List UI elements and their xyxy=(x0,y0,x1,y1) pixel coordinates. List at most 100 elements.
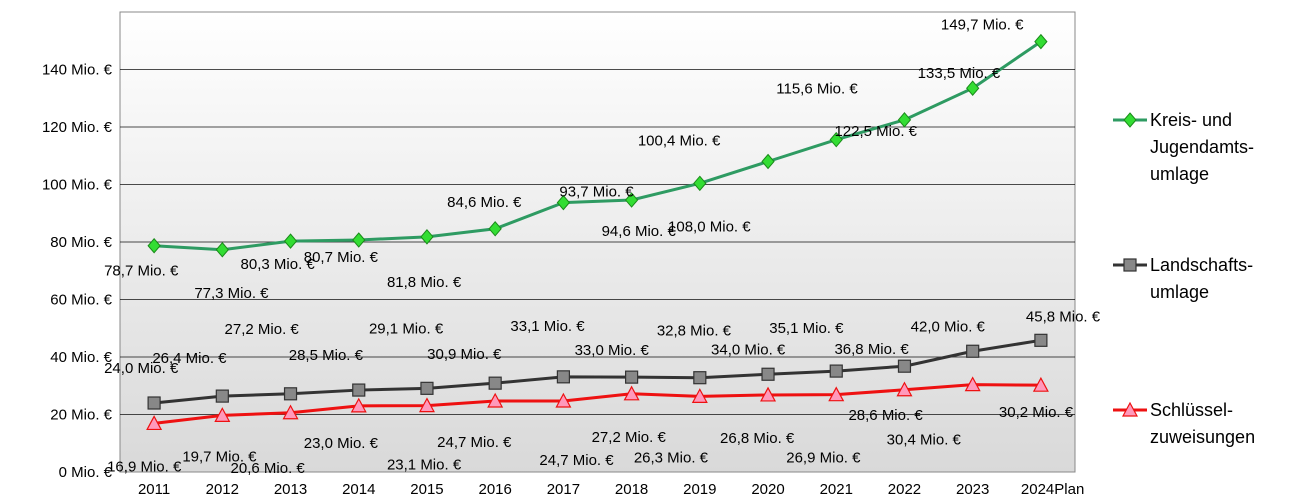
legend-marker xyxy=(1123,112,1137,128)
data-label: 24,0 Mio. € xyxy=(104,360,179,377)
legend-marker xyxy=(1123,258,1137,272)
data-label: 24,7 Mio. € xyxy=(539,452,614,469)
data-label: 26,9 Mio. € xyxy=(786,450,861,467)
y-tick-label: 140 Mio. € xyxy=(42,62,113,79)
series-3 xyxy=(146,376,1049,431)
y-tick-label: 80 Mio. € xyxy=(50,234,112,251)
legend-label: zuweisungen xyxy=(1150,427,1255,447)
data-point xyxy=(623,385,640,401)
legend-label: Jugendamts- xyxy=(1150,137,1254,157)
data-point xyxy=(282,404,299,420)
legend-item-2: Landschafts-umlage xyxy=(1113,255,1253,302)
series-1 xyxy=(147,33,1048,258)
x-tick-label: 2013 xyxy=(274,481,307,498)
data-point xyxy=(420,229,434,245)
data-point xyxy=(828,386,845,402)
x-tick-label: 2011 xyxy=(138,481,170,498)
data-point xyxy=(555,392,572,408)
data-label: 20,6 Mio. € xyxy=(231,460,306,477)
data-point xyxy=(214,407,231,422)
x-tick-label: 2020 xyxy=(751,481,784,498)
data-label: 29,1 Mio. € xyxy=(369,320,444,337)
data-point xyxy=(1032,376,1049,392)
data-point xyxy=(829,131,843,148)
data-point xyxy=(761,367,775,381)
data-label: 30,9 Mio. € xyxy=(427,346,502,363)
data-point xyxy=(350,397,367,413)
data-point xyxy=(693,371,707,385)
legend-label: Landschafts- xyxy=(1150,255,1253,275)
data-point xyxy=(897,359,912,373)
legend-label: umlage xyxy=(1150,164,1209,184)
data-point xyxy=(283,233,298,249)
x-axis: 2011 2012 2013 2014 2015 2016 2017 2018 2019 2020… xyxy=(138,481,1084,498)
data-label: 81,8 Mio. € xyxy=(387,274,462,291)
data-labels: 78,7 Mio. € 77,3 Mio. € 80,3 Mio. €80,7 Mi… xyxy=(104,17,1101,477)
data-label: 26,4 Mio. € xyxy=(152,350,227,367)
legend-marker xyxy=(1121,401,1139,417)
series-2 xyxy=(147,333,1048,410)
data-point xyxy=(215,241,229,258)
data-point xyxy=(420,381,434,395)
data-label: 26,3 Mio. € xyxy=(634,449,709,466)
data-point xyxy=(1034,33,1048,50)
data-label: 24,7 Mio. € xyxy=(437,434,512,451)
legend-label: Kreis- und xyxy=(1150,110,1232,130)
data-label: 33,1 Mio. € xyxy=(510,318,585,335)
data-label: 94,6 Mio. € xyxy=(602,223,677,240)
x-tick-label: 2014 xyxy=(342,481,375,498)
series-line xyxy=(154,40,1042,252)
data-label: 28,5 Mio. € xyxy=(289,347,364,364)
data-point xyxy=(488,221,502,237)
data-label: 23,0 Mio. € xyxy=(304,435,379,452)
x-tick-label: 2018 xyxy=(615,481,648,498)
x-tick-label: 2022 xyxy=(888,481,921,498)
data-point xyxy=(964,376,981,392)
x-tick-label: 2019 xyxy=(683,481,716,498)
data-point xyxy=(352,232,366,248)
x-tick-label: 2023 xyxy=(956,481,989,498)
series-line xyxy=(153,383,1041,425)
x-tick-label: 2015 xyxy=(410,481,443,498)
data-point xyxy=(896,381,913,397)
data-label: 34,0 Mio. € xyxy=(711,341,786,358)
data-point xyxy=(693,175,707,192)
data-label: 93,7 Mio. € xyxy=(559,184,634,201)
data-point xyxy=(760,386,777,402)
data-label: 80,7 Mio. € xyxy=(304,249,379,266)
data-label: 33,0 Mio. € xyxy=(575,342,650,359)
legend-label: Schlüssel- xyxy=(1150,400,1233,420)
data-point xyxy=(147,237,161,254)
data-label: 23,1 Mio. € xyxy=(387,457,462,474)
data-point xyxy=(352,383,366,397)
legend-item-3: Schlüssel-zuweisungen xyxy=(1113,400,1255,447)
series-line xyxy=(153,338,1042,405)
data-label: 149,7 Mio. € xyxy=(941,17,1024,34)
data-label: 28,6 Mio. € xyxy=(848,407,923,424)
data-point xyxy=(487,392,504,408)
data-label: 45,8 Mio. € xyxy=(1026,308,1101,325)
data-point xyxy=(761,153,775,170)
data-point xyxy=(556,194,571,211)
data-point xyxy=(829,364,843,378)
data-point xyxy=(624,192,639,208)
data-point xyxy=(1034,333,1048,347)
legend: Kreis- und Jugendamts-umlage Landschafts-u… xyxy=(1113,110,1255,447)
data-label: 27,2 Mio. € xyxy=(225,321,300,338)
data-label: 26,8 Mio. € xyxy=(720,430,795,447)
y-tick-label: 40 Mio. € xyxy=(50,349,112,366)
x-tick-label: 2012 xyxy=(206,481,239,498)
data-label: 78,7 Mio. € xyxy=(104,263,179,280)
x-tick-label: 2016 xyxy=(478,481,511,498)
y-tick-label: 20 Mio. € xyxy=(50,407,112,424)
legend-item-1: Kreis- und Jugendamts-umlage xyxy=(1113,110,1254,184)
data-label: 133,5 Mio. € xyxy=(918,65,1001,82)
data-label: 80,3 Mio. € xyxy=(241,256,316,273)
series-group xyxy=(146,33,1049,431)
data-label: 100,4 Mio. € xyxy=(638,132,721,149)
data-point xyxy=(556,370,570,384)
data-point xyxy=(897,112,912,128)
y-axis: 0 Mio. € 20 Mio. € 40 Mio. € 60 Mio. € 80 Mi… xyxy=(42,62,113,482)
x-tick-label: 2017 xyxy=(547,481,580,498)
